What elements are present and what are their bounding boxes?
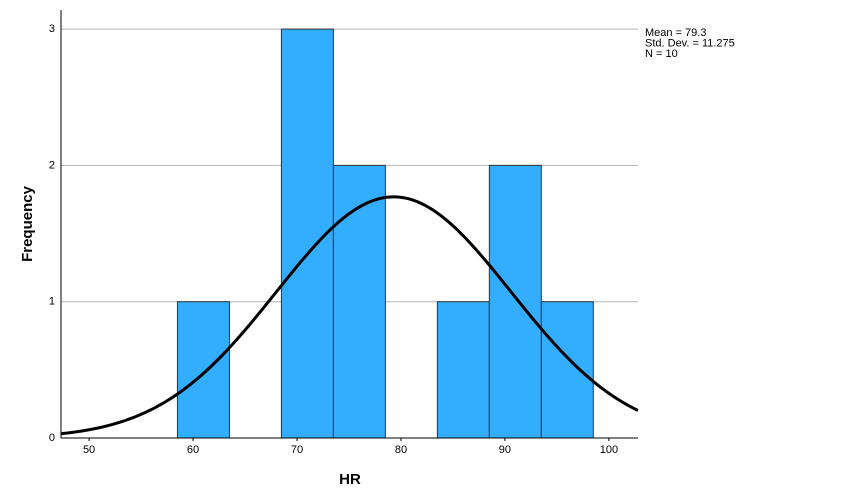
y-axis-label: Frequency — [19, 185, 36, 262]
stats-annotation: Mean = 79.3 — [645, 27, 706, 39]
y-tick-label: 1 — [49, 296, 55, 308]
x-tick-label: 100 — [600, 444, 618, 456]
normal-curve — [60, 195, 639, 436]
stats-annotation: Std. Dev. = 11.275 — [645, 37, 735, 49]
stats-annotation: N = 10 — [645, 48, 678, 60]
x-tick-label: 80 — [395, 444, 407, 456]
y-tick-label: 2 — [49, 159, 55, 171]
x-axis-label: HR — [339, 471, 361, 488]
y-tick-label: 3 — [49, 23, 55, 35]
x-tick-label: 60 — [187, 444, 199, 456]
x-tick-label: 50 — [83, 444, 95, 456]
y-tick-label: 0 — [49, 432, 55, 444]
bar — [436, 301, 490, 439]
bar — [540, 301, 594, 439]
bar — [488, 164, 542, 439]
x-tick-label: 90 — [499, 444, 511, 456]
bar — [332, 164, 386, 439]
bar — [176, 301, 230, 439]
x-tick-label: 70 — [291, 444, 303, 456]
